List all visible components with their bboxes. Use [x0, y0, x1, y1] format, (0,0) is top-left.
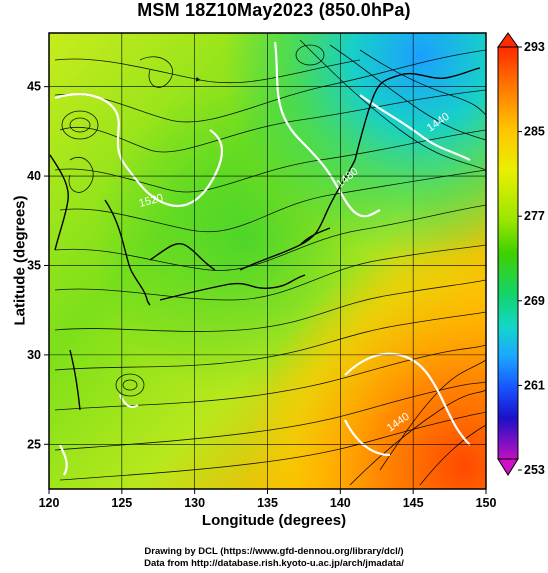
y-tick-label: 40 — [27, 169, 41, 183]
x-tick-label: 145 — [403, 496, 424, 510]
map-title: MSM 18Z10May2023 (850.0hPa) — [137, 0, 411, 20]
colorbar: 293 285 277 269 261 253 — [497, 32, 545, 477]
y-tick-label: 25 — [27, 437, 41, 451]
y-axis-ticks: 25 30 35 40 45 — [27, 80, 49, 451]
wind-streamlines — [54, 39, 486, 486]
x-tick-label: 140 — [330, 496, 351, 510]
x-tick-label: 150 — [476, 496, 497, 510]
colorbar-tick-label: 277 — [524, 209, 545, 223]
credit-drawing: Drawing by DCL (https://www.gfd-dennou.o… — [144, 546, 404, 557]
y-tick-label: 35 — [27, 258, 41, 272]
colorbar-tick-label: 269 — [524, 294, 545, 308]
x-tick-label: 135 — [257, 496, 278, 510]
colorbar-top-arrow — [497, 32, 519, 48]
y-tick-label: 30 — [27, 348, 41, 362]
y-tick-label: 45 — [27, 80, 41, 94]
colorbar-tick-label: 253 — [524, 463, 545, 477]
colorbar-tick-label: 285 — [524, 125, 545, 139]
x-axis-label: Longitude (degrees) — [201, 512, 347, 529]
x-tick-label: 125 — [111, 496, 132, 510]
colorbar-scale — [497, 46, 519, 460]
x-tick-label: 120 — [39, 496, 60, 510]
height-contours — [54, 41, 471, 476]
colorbar-tick-label: 261 — [524, 378, 545, 392]
coastlines — [49, 67, 481, 411]
y-axis-label: Latitude (degrees) — [11, 195, 29, 326]
credit-data: Data from http://database.rish.kyoto-u.a… — [144, 558, 404, 569]
x-tick-label: 130 — [184, 496, 205, 510]
colorbar-bottom-arrow — [497, 458, 519, 476]
x-axis-ticks: 120 125 130 135 140 145 150 — [39, 489, 497, 510]
colorbar-tick-label: 293 — [524, 40, 545, 54]
